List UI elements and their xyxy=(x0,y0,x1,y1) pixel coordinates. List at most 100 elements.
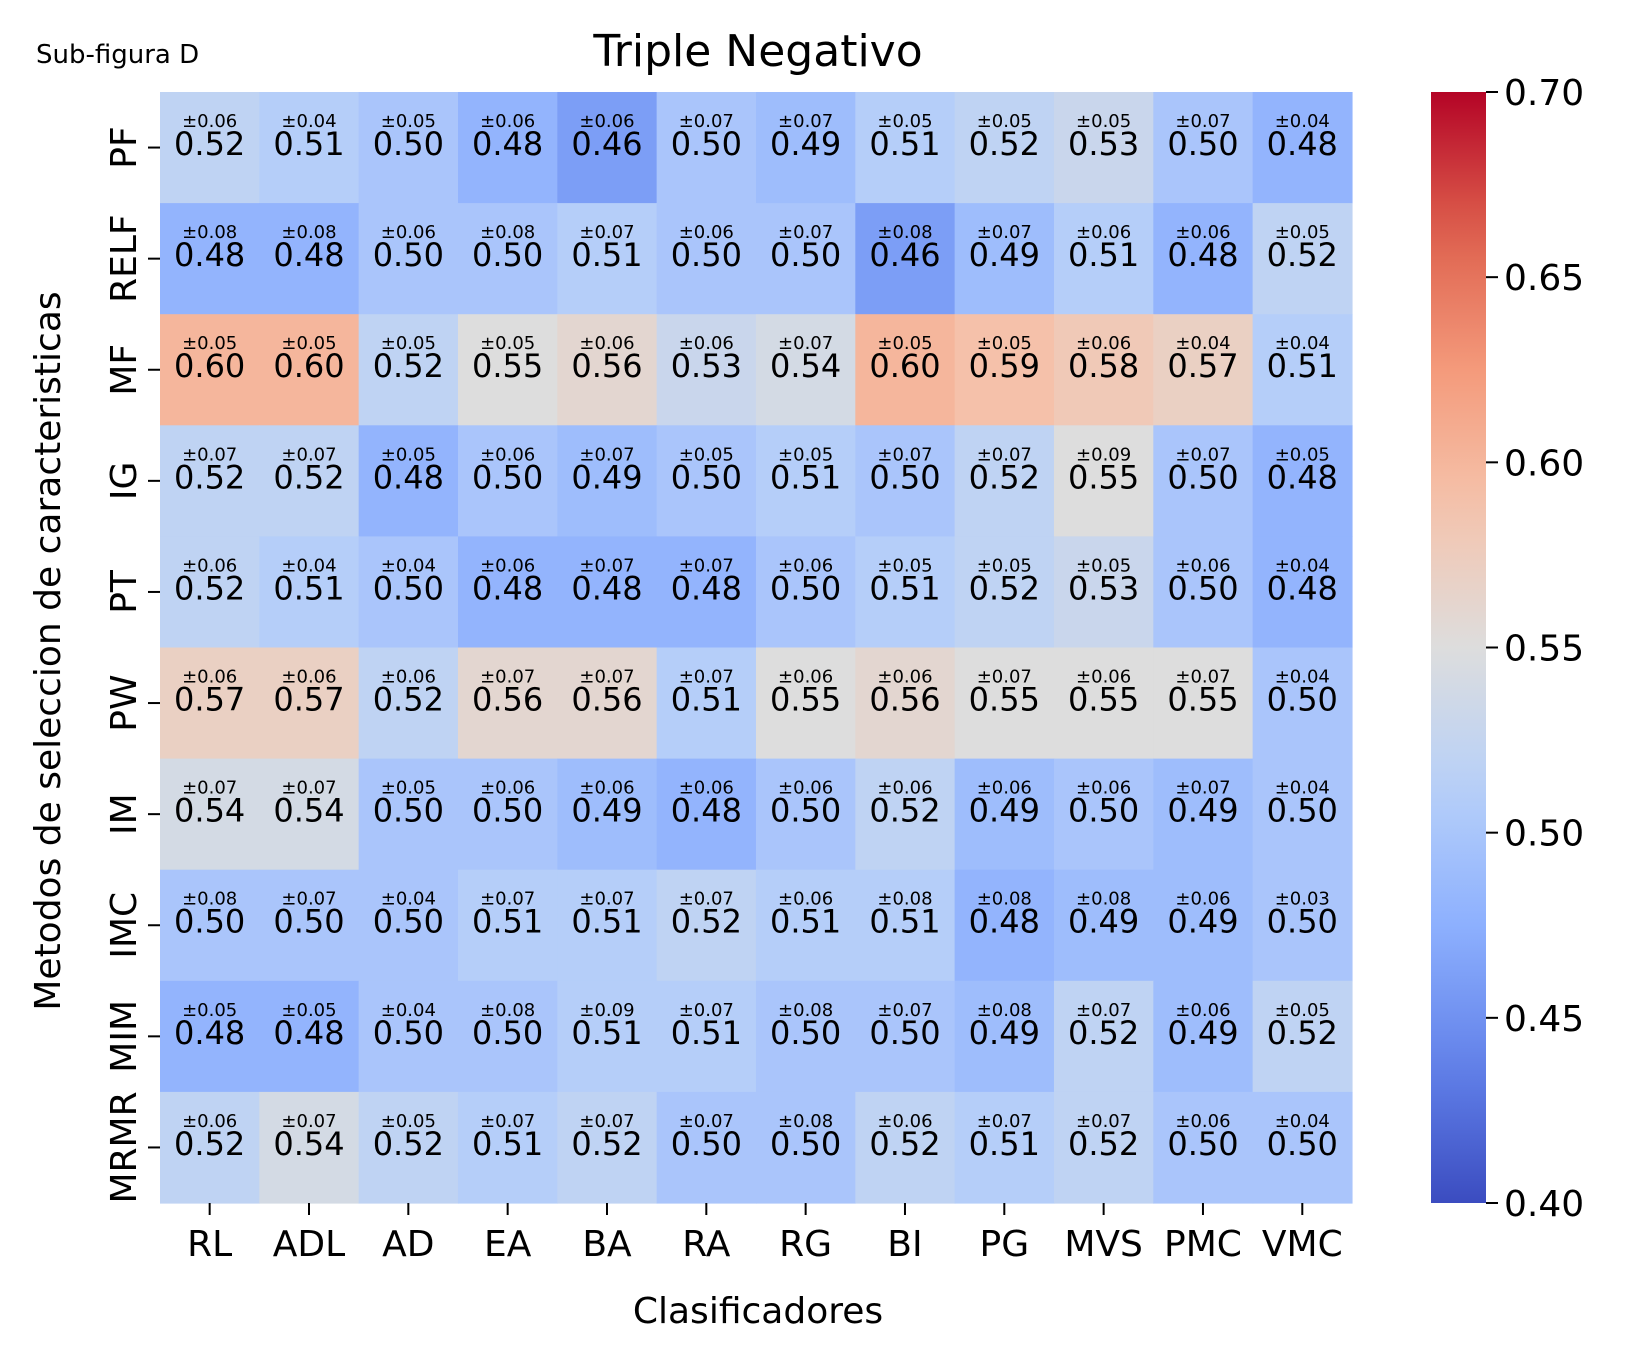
heatmap-cell xyxy=(1053,203,1154,315)
cell-value-label: 0.55 xyxy=(770,681,841,719)
cell-value-label: 0.50 xyxy=(1167,458,1238,496)
cell-std-label: ±0.06 xyxy=(1076,333,1131,354)
heatmap-cell-labels: ±0.06 0.52 ±0.04 0.51 ±0.05 0.50 ±0.06 0.48 ±0.0… xyxy=(174,111,1338,1163)
cell-std-label: ±0.05 xyxy=(977,555,1032,576)
cell-value-label: 0.50 xyxy=(472,236,543,274)
heatmap-cell xyxy=(160,203,260,315)
cell-value-label: 0.55 xyxy=(472,347,543,385)
cell-std-label: ±0.07 xyxy=(679,889,734,910)
heatmap-cell xyxy=(259,980,360,1093)
cell-value-label: 0.50 xyxy=(373,569,444,607)
cell-value-label: 0.50 xyxy=(373,236,444,274)
cell-value-label: 0.52 xyxy=(969,458,1040,496)
cell-value-label: 0.50 xyxy=(770,1125,841,1163)
heatmap-cell xyxy=(954,869,1055,982)
cell-value-label: 0.55 xyxy=(969,681,1040,719)
cell-value-label: 0.52 xyxy=(373,681,444,719)
heatmap-cell xyxy=(755,758,856,871)
cell-std-label: ±0.07 xyxy=(1175,667,1230,688)
cell-std-label: ±0.07 xyxy=(977,444,1032,465)
cell-std-label: ±0.05 xyxy=(381,778,436,799)
x-tick-label: EA xyxy=(484,1224,532,1265)
cell-value-label: 0.51 xyxy=(273,569,344,607)
heatmap-cell xyxy=(160,92,260,204)
cell-std-label: ±0.06 xyxy=(778,667,833,688)
cell-value-label: 0.55 xyxy=(1068,681,1139,719)
cell-std-label: ±0.05 xyxy=(182,333,237,354)
heatmap-cell xyxy=(755,1091,856,1204)
cell-std-label: ±0.07 xyxy=(480,1111,535,1132)
heatmap-cell xyxy=(1252,92,1353,204)
heatmap-cell xyxy=(855,203,956,315)
cell-value-label: 0.51 xyxy=(770,458,841,496)
cell-value-label: 0.48 xyxy=(1267,125,1338,163)
cell-std-label: ±0.07 xyxy=(281,778,336,799)
cell-value-label: 0.52 xyxy=(273,458,344,496)
cell-std-label: ±0.08 xyxy=(182,889,237,910)
cell-std-label: ±0.05 xyxy=(877,333,932,354)
cell-std-label: ±0.04 xyxy=(1175,333,1230,354)
cell-std-label: ±0.07 xyxy=(480,667,535,688)
heatmap-cell xyxy=(1252,314,1353,426)
heatmap-cell xyxy=(259,203,360,315)
cell-std-label: ±0.04 xyxy=(281,111,336,132)
heatmap-cell xyxy=(557,314,658,426)
cell-std-label: ±0.06 xyxy=(1076,667,1131,688)
heatmap-cell xyxy=(557,758,658,871)
heatmap-cell xyxy=(259,92,360,204)
heatmap-cell xyxy=(855,1091,956,1204)
heatmap-cell xyxy=(1053,758,1154,871)
cell-value-label: 0.49 xyxy=(1068,903,1139,941)
cell-value-label: 0.50 xyxy=(1267,792,1338,830)
cell-std-label: ±0.06 xyxy=(480,778,535,799)
cell-std-label: ±0.07 xyxy=(579,222,634,243)
heatmap-cell xyxy=(656,425,757,537)
cell-std-label: ±0.07 xyxy=(1076,1000,1131,1021)
cell-std-label: ±0.07 xyxy=(977,222,1032,243)
cell-value-label: 0.51 xyxy=(969,1125,1040,1163)
cell-std-label: ±0.07 xyxy=(1076,1111,1131,1132)
colorbar-tick-label: 0.70 xyxy=(1504,73,1584,114)
cell-value-label: 0.49 xyxy=(969,792,1040,830)
heatmap-cell xyxy=(755,869,856,982)
heatmap-cell xyxy=(1153,92,1254,204)
cell-std-label: ±0.04 xyxy=(1275,778,1330,799)
cell-std-label: ±0.07 xyxy=(778,111,833,132)
colorbar-tick-label: 0.40 xyxy=(1504,1184,1584,1225)
cell-std-label: ±0.05 xyxy=(381,1111,436,1132)
heatmap-cell xyxy=(954,203,1055,315)
heatmap-cell xyxy=(954,425,1055,537)
heatmap-cell xyxy=(954,647,1055,760)
cell-std-label: ±0.06 xyxy=(182,555,237,576)
x-tick-label: BI xyxy=(887,1224,922,1265)
cell-std-label: ±0.06 xyxy=(1175,555,1230,576)
cell-value-label: 0.51 xyxy=(472,903,543,941)
cell-value-label: 0.49 xyxy=(1167,903,1238,941)
heatmap-cell xyxy=(160,647,260,760)
colorbar-tick-label: 0.45 xyxy=(1504,999,1584,1040)
heatmap-cell xyxy=(557,425,658,537)
heatmap-cell xyxy=(1053,314,1154,426)
heatmap-cell xyxy=(755,536,856,649)
cell-std-label: ±0.06 xyxy=(679,222,734,243)
cell-std-label: ±0.06 xyxy=(778,889,833,910)
cell-value-label: 0.48 xyxy=(1267,569,1338,607)
cell-value-label: 0.52 xyxy=(671,903,742,941)
y-tick-label: IM xyxy=(104,793,145,835)
cell-std-label: ±0.09 xyxy=(579,1000,634,1021)
cell-value-label: 0.56 xyxy=(472,681,543,719)
heatmap-cell xyxy=(259,647,360,760)
x-tick-label: RL xyxy=(187,1224,232,1265)
heatmap-cell xyxy=(755,425,856,537)
cell-value-label: 0.55 xyxy=(1167,681,1238,719)
cell-value-label: 0.51 xyxy=(472,1125,543,1163)
cell-value-label: 0.51 xyxy=(571,903,642,941)
cell-value-label: 0.52 xyxy=(969,569,1040,607)
cell-std-label: ±0.05 xyxy=(480,333,535,354)
cell-value-label: 0.46 xyxy=(571,125,642,163)
cell-value-label: 0.49 xyxy=(1167,792,1238,830)
cell-std-label: ±0.06 xyxy=(1175,222,1230,243)
cell-value-label: 0.52 xyxy=(571,1125,642,1163)
cell-std-label: ±0.06 xyxy=(1175,1111,1230,1132)
cell-std-label: ±0.06 xyxy=(480,555,535,576)
